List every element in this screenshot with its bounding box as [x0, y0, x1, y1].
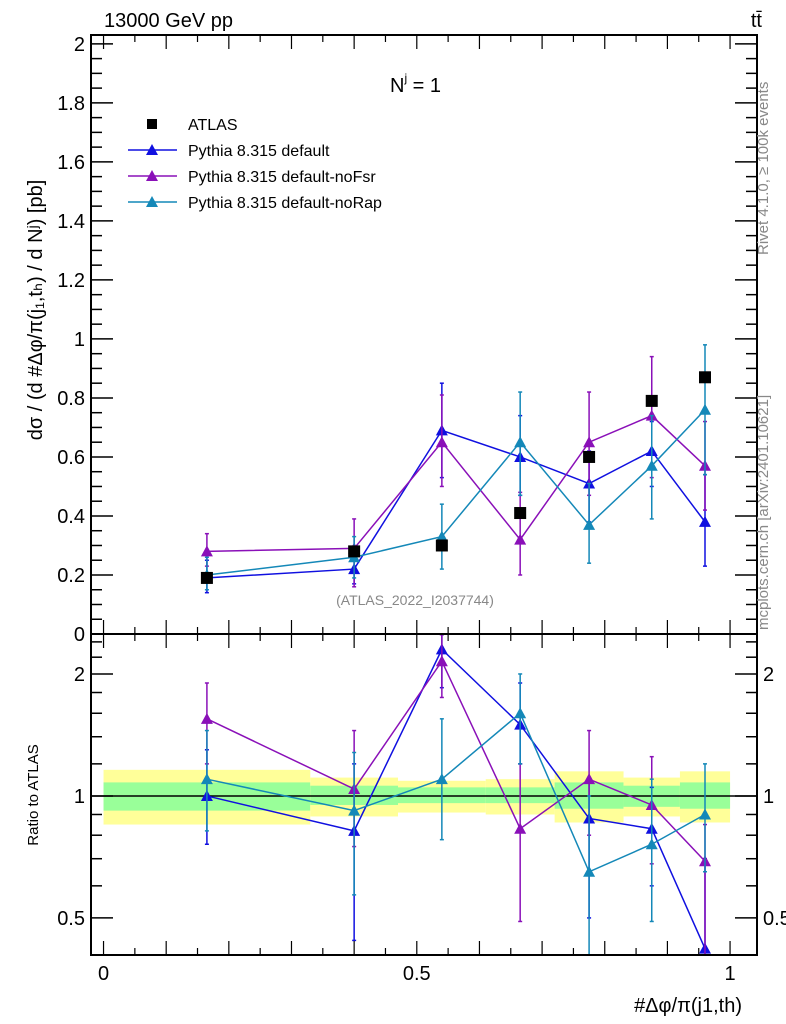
main-pythia-8-315-default-nofsr-point [435, 436, 448, 448]
axes: 0 0.2 0.4 0.6 0.8 1 1.2 1.4 1.6 1.8 2 0 0.5 1 0.5 0.5 1 1… [57, 34, 786, 985]
legend-label: Pythia 8.315 default-noRap [188, 195, 382, 212]
ratio-pythia-8-315-default-nofsr-point [583, 773, 596, 785]
energy-label: 13000 GeV pp [104, 10, 233, 32]
main-atlas-point [514, 507, 527, 520]
ratio-y-tick-label: 2 [74, 664, 85, 686]
analysis-id: (ATLAS_2022_I2037744) [336, 592, 494, 608]
main-pythia-8-315-default-norap-point [435, 530, 448, 542]
y-tick-label: 0.6 [57, 447, 85, 469]
rivet-label: Rivet 4.1.0, ≥ 100k events [755, 82, 772, 255]
ratio-pythia-8-315-default-nofsr-point [200, 712, 213, 724]
chart-marks [200, 344, 711, 955]
y-tick-label: 1.6 [57, 152, 85, 174]
legend-item: Pythia 8.315 default-noRap [128, 195, 382, 212]
legend-item: ATLAS [147, 117, 238, 134]
main-atlas-point [435, 539, 448, 552]
main-atlas-point [200, 571, 213, 584]
main-pythia-8-315-default-nofsr-point [514, 533, 527, 545]
ratio-y-tick-label: 0.5 [57, 908, 85, 930]
ratio-y-tick-label-right: 1 [763, 786, 774, 808]
y-tick-label: 1.2 [57, 270, 85, 292]
main-atlas-point [348, 545, 361, 558]
legend-label: Pythia 8.315 default-noFsr [188, 169, 376, 186]
x-tick-label: 0.5 [403, 963, 431, 985]
ratio-y-tick-label-right: 2 [763, 664, 774, 686]
ratio-pythia-8-315-default-nofsr-point [514, 822, 527, 834]
main-pythia-8-315-default-nofsr-point [583, 436, 596, 448]
legend: ATLAS Pythia 8.315 default Pythia 8.315 de… [128, 117, 382, 212]
ratio-y-tick-label: 1 [74, 786, 85, 808]
y-tick-label: 0 [74, 624, 85, 646]
main-atlas-point [583, 450, 596, 463]
main-atlas-point [698, 371, 711, 384]
ratio-pythia-8-315-default-norap-point [435, 773, 448, 785]
main-pythia-8-315-default-norap-point [583, 518, 596, 530]
ratio-pythia-8-315-default-norap-point [200, 773, 213, 785]
main-pythia-8-315-default-point [698, 515, 711, 527]
y-axis-label: dσ / (d #Δφ/π(j₁,tₕ) / d Nʲ) [pb] [25, 180, 47, 441]
y-tick-label: 0.4 [57, 506, 85, 528]
ratio-pythia-8-315-default-norap-point [645, 838, 658, 850]
main-pythia-8-315-default-line [206, 429, 706, 579]
ratio-series [200, 634, 711, 955]
legend-item: Pythia 8.315 default [128, 143, 330, 160]
y-tick-label: 1.4 [57, 211, 85, 233]
process-label: tt̄ [751, 10, 763, 32]
ratio-bands [91, 769, 757, 825]
panel-title: Nj = 1 [390, 71, 441, 97]
y-tick-label: 0.8 [57, 388, 85, 410]
y-tick-label: 2 [74, 34, 85, 56]
ratio-pythia-8-315-default-norap-point [348, 804, 361, 816]
y-tick-label: 1.8 [57, 93, 85, 115]
y-tick-label: 0.2 [57, 565, 85, 587]
legend-marker-triangle [146, 196, 158, 207]
x-axis-label: #Δφ/π(j1,th) [634, 995, 742, 1017]
legend-marker-square [147, 119, 157, 129]
ratio-pythia-8-315-default-norap-point [583, 865, 596, 877]
legend-marker-triangle [146, 170, 158, 181]
legend-label: ATLAS [188, 117, 238, 134]
main-atlas-point [645, 394, 658, 407]
y-tick-label: 1 [74, 329, 85, 351]
x-tick-label: 1 [724, 963, 735, 985]
ratio-y-label: Ratio to ATLAS [25, 744, 42, 845]
ratio-pythia-8-315-default-norap-point [514, 707, 527, 719]
main-pythia-8-315-default-nofsr-point [200, 545, 213, 557]
legend-item: Pythia 8.315 default-noFsr [128, 169, 376, 186]
mcplots-label: mcplots.cern.ch [arXiv:2401.10621] [755, 395, 772, 630]
main-pythia-8-315-default-norap-point [645, 459, 658, 471]
ratio-pythia-8-315-default-norap-point [698, 808, 711, 820]
ratio-pythia-8-315-default-nofsr-point [435, 655, 448, 667]
main-pythia-8-315-default-nofsr-line [206, 414, 706, 553]
ratio-y-tick-label-right: 0.5 [763, 908, 786, 930]
x-tick-label: 0 [98, 963, 109, 985]
main-pythia-8-315-default-norap-point [698, 403, 711, 415]
legend-label: Pythia 8.315 default [188, 143, 330, 160]
legend-marker-triangle [146, 144, 158, 155]
main-pythia-8-315-default-norap-point [514, 436, 527, 448]
ratio-pythia-8-315-default-nofsr-line [206, 659, 706, 862]
ratio-frame [90, 633, 758, 956]
